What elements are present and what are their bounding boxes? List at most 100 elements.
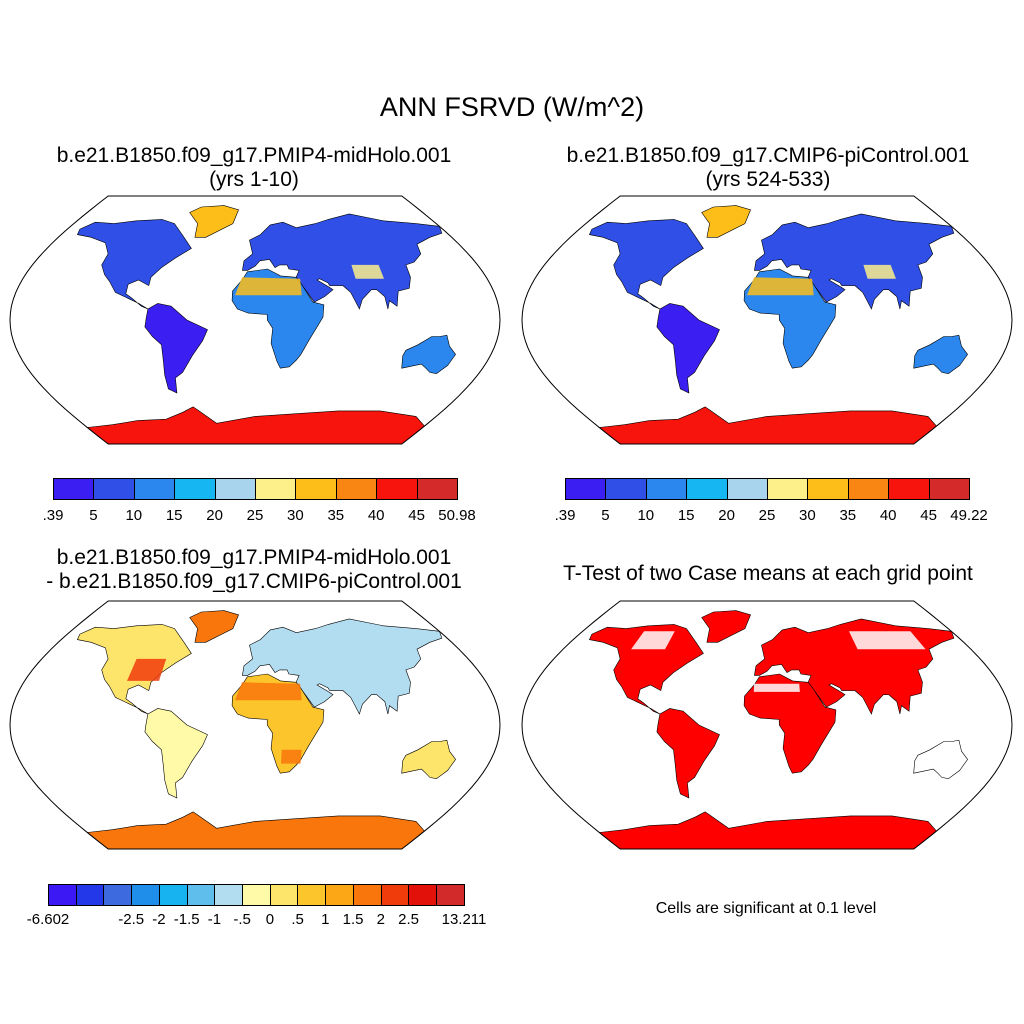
landmass-greenland: [189, 610, 240, 643]
colorbar-tick-label: 2: [376, 911, 385, 928]
colorbar-swatch: [325, 884, 354, 906]
panel2-title: b.e21.B1850.f09_g17.CMIP6-piControl.001 …: [516, 144, 1020, 192]
colorbar-tick-label: 49.22: [950, 507, 988, 524]
colorbar-tick-label: 50.98: [438, 507, 476, 524]
field-region-siberia-gap: [849, 631, 926, 650]
panel3-title: b.e21.B1850.f09_g17.PMIP4-midHolo.001 - …: [2, 546, 506, 594]
panel2-title-line2: (yrs 524-533): [705, 168, 831, 191]
field-region-sahara: [747, 277, 814, 296]
colorbar-tick-label: -2: [152, 911, 166, 928]
colorbar-tick-label: 25: [246, 507, 264, 524]
colorbar-panel2: [565, 478, 970, 500]
field-region-tibet: [863, 264, 896, 279]
panel1-title-line2: (yrs 1-10): [209, 168, 299, 191]
colorbar-swatch: [380, 884, 410, 906]
field-region-tibet: [351, 264, 384, 279]
map-outline: [521, 600, 1013, 850]
landmass-greenland: [701, 610, 752, 643]
map-outline: [9, 195, 501, 445]
landmass-samerica: [656, 303, 720, 394]
colorbar-tick-label: .39: [554, 507, 576, 524]
colorbar-swatch: [645, 478, 688, 500]
colorbar-swatch: [297, 884, 327, 906]
colorbar-swatch: [174, 478, 216, 500]
field-region-sahara: [235, 682, 302, 701]
field-region-sahara-gap: [753, 683, 800, 692]
figure-title: ANN FSRVD (W/m^2): [379, 92, 645, 122]
landmass-australia: [913, 334, 968, 375]
landmass-eurasia: [242, 618, 443, 715]
field-region-safrica: [281, 749, 302, 764]
colorbar-tick-label: 40: [879, 507, 897, 524]
panel3-title-line2: - b.e21.B1850.f09_g17.CMIP6-piControl.00…: [46, 570, 462, 593]
landmass-africa: [743, 673, 837, 774]
colorbar-swatch: [888, 478, 930, 500]
colorbar-tick-label: -.5: [233, 911, 251, 928]
colorbar-swatch: [186, 884, 216, 906]
colorbar-swatch: [269, 884, 299, 906]
colorbar-swatch: [686, 478, 728, 500]
colorbar-panel1: [53, 478, 458, 500]
map-panel4: [521, 600, 1013, 850]
map-outline: [521, 195, 1013, 445]
colorbar-tick-label: 10: [125, 507, 143, 524]
colorbar-swatch: [158, 884, 188, 906]
colorbar-swatch: [295, 478, 337, 500]
colorbar-swatch: [726, 478, 768, 500]
colorbar-swatch: [53, 478, 95, 500]
colorbar-tick-label: 15: [677, 507, 695, 524]
landmass-eurasia: [754, 213, 955, 310]
landmass-eurasia: [242, 213, 443, 310]
colorbar-tick-label: 35: [327, 507, 345, 524]
map-panel3: [9, 600, 501, 850]
field-region-eastus: [127, 658, 167, 681]
landmass-australia: [401, 334, 456, 375]
colorbar-panel2-labels: .39 5 10 15 20 25 30 35 40 45 49.22: [555, 507, 988, 525]
colorbar-swatch: [436, 884, 465, 906]
landmass-greenland: [701, 205, 752, 238]
colorbar-swatch: [103, 884, 133, 906]
landmass-greenland: [189, 205, 240, 238]
colorbar-swatch: [408, 884, 438, 906]
map-panel1: [9, 195, 501, 445]
panel3-title-line1: b.e21.B1850.f09_g17.PMIP4-midHolo.001: [56, 546, 452, 569]
panel4-title: T-Test of two Case means at each grid po…: [563, 562, 973, 585]
colorbar-swatch: [133, 478, 176, 500]
colorbar-swatch: [254, 478, 297, 500]
colorbar-panel3-labels: -6.602 -2.5 -2 -1.5 -1 -.5 0 .5 1 1.5 2 2.5 13.211: [27, 911, 487, 929]
landmass-australia: [401, 739, 456, 780]
colorbar-tick-label: 45: [920, 507, 937, 524]
colorbar-tick-label: 40: [367, 507, 385, 524]
colorbar-tick-label: 5: [601, 507, 610, 524]
colorbar-tick-label: 30: [287, 507, 304, 524]
landmass-namerica: [76, 219, 192, 310]
colorbar-tick-label: -1.5: [173, 911, 200, 928]
colorbar-swatch: [214, 884, 244, 906]
colorbar-swatch: [131, 884, 160, 906]
colorbar-swatch: [48, 884, 77, 906]
colorbar-tick-label: .5: [291, 911, 304, 928]
panel1-title-line1: b.e21.B1850.f09_g17.PMIP4-midHolo.001: [56, 144, 452, 167]
colorbar-swatch: [214, 478, 256, 500]
landmass-samerica: [656, 708, 720, 799]
colorbar-tick-label: 20: [718, 507, 735, 524]
colorbar-tick-label: 10: [637, 507, 655, 524]
ttest-note: Cells are significant at 0.1 level: [655, 900, 877, 917]
colorbar-tick-label: .39: [42, 507, 64, 524]
landmass-namerica: [588, 624, 704, 715]
colorbar-swatch: [242, 884, 271, 906]
colorbar-swatch: [605, 478, 647, 500]
colorbar-tick-label: 20: [206, 507, 223, 524]
colorbar-tick-label: 1.5: [342, 911, 364, 928]
colorbar-swatch: [416, 478, 458, 500]
colorbar-tick-label: -2.5: [118, 911, 145, 928]
colorbar-swatch: [565, 478, 607, 500]
colorbar-tick-label: 15: [165, 507, 183, 524]
colorbar-tick-label: 30: [799, 507, 816, 524]
colorbar-swatch: [335, 478, 378, 500]
map-panel2: [521, 195, 1013, 445]
colorbar-tick-label: 13.211: [441, 911, 487, 928]
landmass-samerica: [144, 303, 208, 394]
landmass-namerica: [588, 219, 704, 310]
colorbar-swatch: [847, 478, 890, 500]
